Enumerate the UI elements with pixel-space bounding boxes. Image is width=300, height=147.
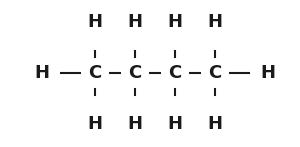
Text: C: C <box>128 64 142 82</box>
Text: C: C <box>208 64 222 82</box>
Text: H: H <box>128 115 142 133</box>
Text: H: H <box>260 64 275 82</box>
Text: H: H <box>128 13 142 31</box>
Text: H: H <box>34 64 50 82</box>
Text: C: C <box>88 64 102 82</box>
Text: H: H <box>167 13 182 31</box>
Text: H: H <box>88 115 103 133</box>
Text: H: H <box>88 13 103 31</box>
Text: H: H <box>167 115 182 133</box>
Text: C: C <box>168 64 182 82</box>
Text: H: H <box>208 115 223 133</box>
Text: H: H <box>208 13 223 31</box>
